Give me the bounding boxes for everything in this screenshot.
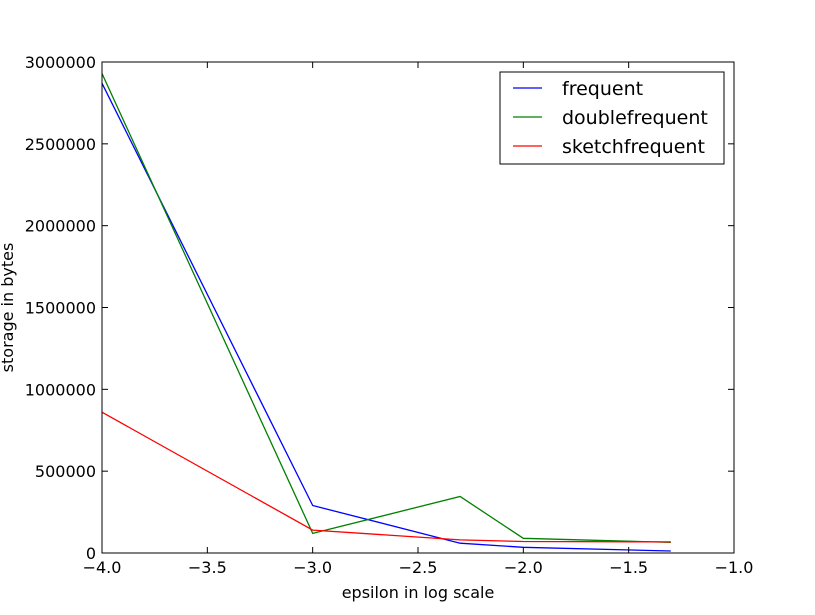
x-tick-label: −1.0 (715, 558, 754, 577)
series-layer (101, 73, 671, 552)
x-tick-label: −3.0 (293, 558, 332, 577)
legend-label-frequent: frequent (562, 78, 643, 100)
legend: frequent doublefrequent sketchfrequent (499, 71, 725, 165)
x-tick-label: −2.0 (504, 558, 543, 577)
x-tick-label: −3.5 (188, 558, 227, 577)
plot-frame (101, 61, 735, 554)
x-tick-label: −4.0 (83, 558, 122, 577)
y-tick-label: 1500000 (25, 299, 96, 318)
legend-box (499, 71, 725, 165)
y-tick-label: 0 (86, 544, 96, 563)
series-line-sketchfrequent (101, 411, 671, 543)
series-line-frequent (101, 83, 671, 552)
ticks-layer: −4.0 −3.5 −3.0 −2.5 −2.0 −1.5 −1.0 0 500000 10000… (25, 53, 754, 577)
legend-label-doublefrequent: doublefrequent (562, 107, 708, 129)
x-axis-label: epsilon in log scale (342, 583, 495, 602)
y-axis-label: storage in bytes (0, 243, 17, 373)
y-tick-label: 3000000 (25, 53, 96, 72)
y-tick-label: 2500000 (25, 135, 96, 154)
series-line-doublefrequent (101, 73, 671, 544)
y-tick-label: 500000 (35, 462, 96, 481)
y-tick-label: 1000000 (25, 380, 96, 399)
x-tick-label: −2.5 (399, 558, 438, 577)
legend-label-sketchfrequent: sketchfrequent (562, 136, 705, 158)
x-tick-label: −1.5 (609, 558, 648, 577)
y-tick-label: 2000000 (25, 217, 96, 236)
